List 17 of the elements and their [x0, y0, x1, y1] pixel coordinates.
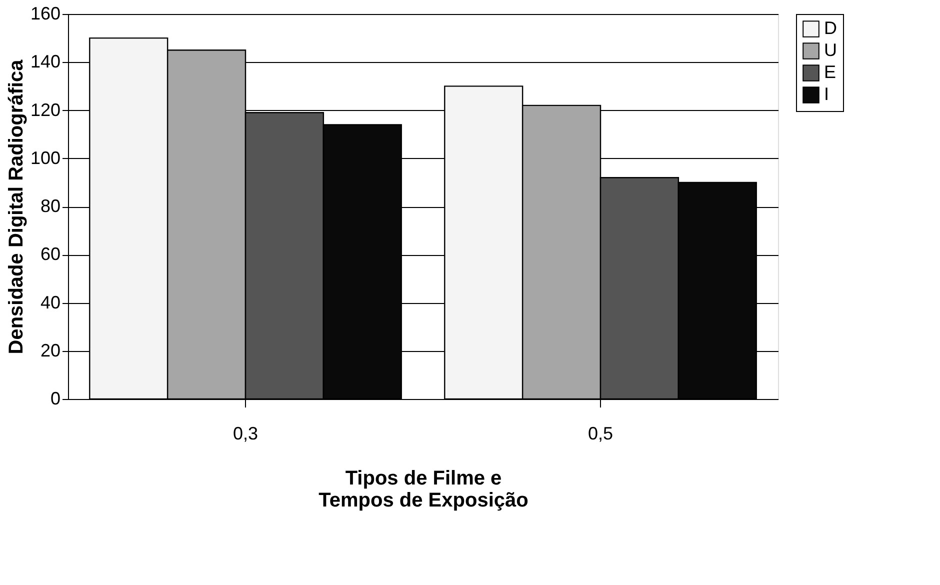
- y-tick-label: 20: [40, 340, 60, 360]
- y-tick-label: 60: [40, 244, 60, 264]
- y-tick-label: 120: [30, 100, 60, 120]
- x-axis-title: Tipos de Filme e Tempos de Exposição: [318, 468, 528, 512]
- legend-label: E: [824, 62, 836, 82]
- y-tick-label: 100: [30, 148, 60, 168]
- legend-label: U: [824, 40, 837, 60]
- y-tick-label: 160: [30, 4, 60, 24]
- legend-label: D: [824, 18, 837, 38]
- legend-label: I: [824, 84, 830, 104]
- x-tick-label: 0,3: [232, 424, 258, 444]
- y-axis-title: Densidade Digital Radiográfica: [5, 58, 28, 354]
- y-tick-label: 80: [40, 196, 60, 216]
- y-tick-label: 0: [50, 388, 60, 408]
- y-tick-label: 40: [40, 292, 60, 312]
- x-tick-label: 0,5: [588, 424, 614, 444]
- y-tick-label: 140: [30, 52, 60, 72]
